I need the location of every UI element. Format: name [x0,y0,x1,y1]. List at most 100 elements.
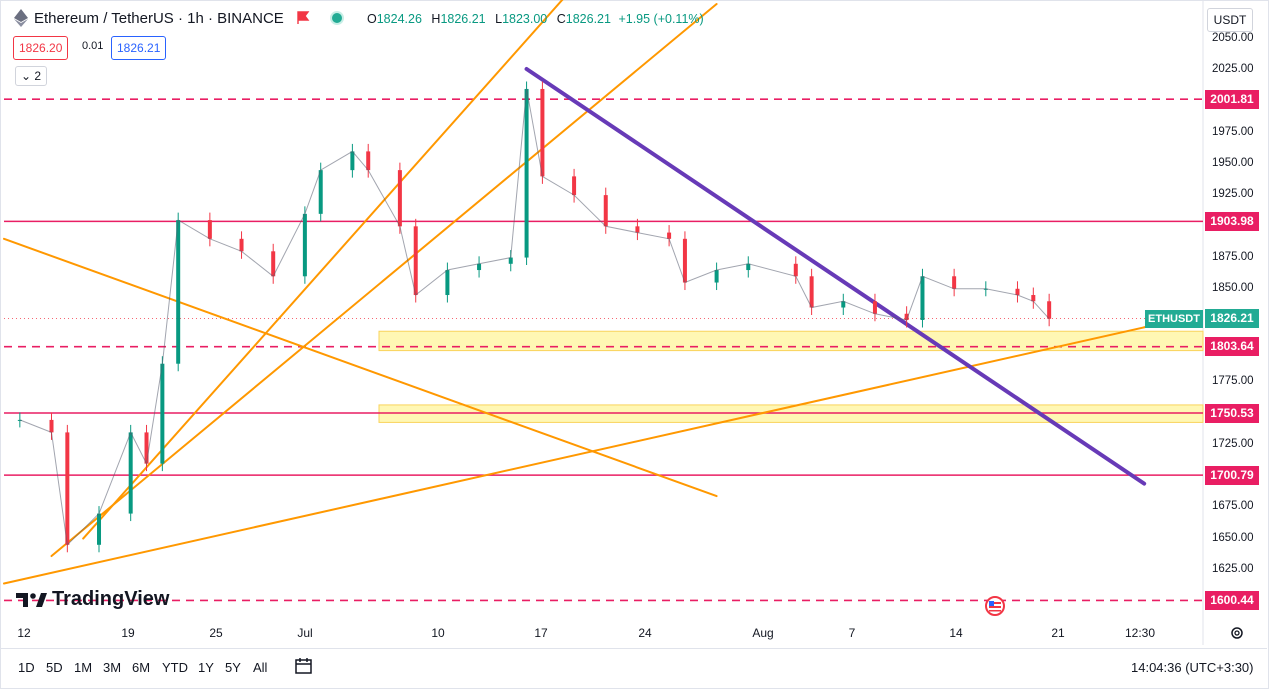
price-tick-label: 1975.00 [1212,125,1254,138]
range-button-all[interactable]: All [253,660,268,675]
price-tick-label: 1950.00 [1212,156,1254,169]
candle-body [809,276,814,308]
range-button-ytd[interactable]: YTD [162,660,188,675]
candle-body [477,263,482,271]
price-tick-label: 1803.64 [1205,337,1259,357]
chevron-down-icon: ⌄ [21,69,32,83]
time-tick-label: 17 [534,626,548,640]
time-tick-label: Aug [752,626,774,640]
candle-body [1031,295,1036,302]
candle-body [572,176,577,196]
candle-body [366,151,371,171]
candle-body [920,276,925,320]
candle-body [841,301,846,308]
range-button-1y[interactable]: 1Y [198,660,214,675]
open-value: 1824.26 [376,12,422,26]
price-tick-label: 1826.21 [1205,308,1259,328]
us-flag-event-icon[interactable] [983,595,1007,617]
high-label: H [431,12,441,26]
high-value: 1826.21 [440,12,486,26]
price-tick-label: 1903.98 [1205,211,1259,231]
range-button-5y[interactable]: 5Y [225,660,241,675]
indicators-count: 2 [34,69,42,83]
candle-body [508,257,513,264]
purple-trendline-5 [524,66,1147,486]
price-tick-label: 1775.00 [1212,375,1254,388]
range-button-1m[interactable]: 1M [74,660,93,675]
time-tick-label: 10 [431,626,445,640]
candle-body [207,220,212,239]
price-tick-label: 1925.00 [1212,188,1254,201]
price-series-line [19,88,1050,546]
candle-body [904,313,909,320]
support-zone-1 [378,330,1204,352]
settings-gear-icon[interactable] [1229,625,1245,641]
tradingview-logo-icon [16,592,47,607]
date-range-calendar-icon[interactable] [294,657,314,675]
range-button-6m[interactable]: 6M [132,660,151,675]
candle-body [1015,288,1020,296]
candle-body [144,432,149,464]
clock-timezone[interactable]: 14:04:36 (UTC+3:30) [1131,660,1254,675]
price-tick-label: 2050.00 [1212,32,1254,44]
candle-body [445,270,450,296]
time-tick-label: 12:30 [1124,626,1156,640]
time-tick-label: 14 [949,626,963,640]
candle-body [714,270,719,283]
candle-body [49,419,54,433]
range-button-3m[interactable]: 3M [103,660,122,675]
time-tick-label: 19 [121,626,135,640]
candle-body [682,238,687,283]
time-tick-label: Jul [297,626,313,640]
price-tick-label: 2025.00 [1212,63,1254,76]
candle-body [65,432,70,545]
buy-price-button[interactable]: 1826.21 [111,36,167,60]
candle-body [128,432,133,514]
bottom-toolbar [0,648,1267,688]
candle-body [239,238,244,252]
candle-body [667,232,672,239]
time-tick-label: 21 [1051,626,1065,640]
candle-body [540,88,545,177]
candle-body [872,301,877,314]
candle-body [635,226,640,233]
currency-select[interactable]: USDT [1207,8,1253,32]
close-value: 1826.21 [565,12,611,26]
range-button-1d[interactable]: 1D [18,660,35,675]
orange-trendline-2 [50,3,718,558]
market-status-icon[interactable] [329,11,344,25]
indicators-toggle[interactable]: ⌄ 2 [15,66,48,86]
close-label: C [556,12,566,26]
price-tick-label: 1625.00 [1212,562,1254,575]
orange-trendline-3 [82,0,564,540]
tradingview-logo[interactable]: TradingView [16,588,169,611]
flag-icon[interactable] [296,11,310,25]
change-value: +1.95 (+0.11%) [618,12,704,26]
sell-price-button[interactable]: 1826.20 [13,36,69,60]
low-label: L [495,12,503,26]
candle-body [176,220,181,364]
candle-body [397,170,402,227]
candle-body [350,151,355,171]
symbol-title[interactable]: Ethereum / TetherUS · 1h · BINANCE [34,9,284,27]
price-tick-label: 1600.44 [1205,590,1259,610]
ethereum-icon [14,9,28,27]
candle-body [271,251,276,277]
candle-body [524,88,529,258]
symbol-header[interactable]: Ethereum / TetherUS · 1h · BINANCE [14,9,344,27]
low-value: 1823.00 [502,12,548,26]
price-tick-label: 1850.00 [1212,281,1254,294]
candle-body [1047,301,1052,319]
price-tick-label: 1875.00 [1212,250,1254,263]
symbol-price-tag: ETHUSDT [1145,310,1203,328]
candle-body [160,363,165,464]
candle-body [302,213,307,277]
time-tick-label: 25 [209,626,223,640]
time-tick-label: 7 [848,626,856,640]
ohlc-readout: O1824.26 H1826.21 L1823.00 C1826.21 +1.9… [367,12,704,26]
price-tick-label: 1750.53 [1205,403,1259,423]
price-tick-label: 1675.00 [1212,500,1254,513]
range-button-5d[interactable]: 5D [46,660,63,675]
time-tick-label: 24 [638,626,652,640]
